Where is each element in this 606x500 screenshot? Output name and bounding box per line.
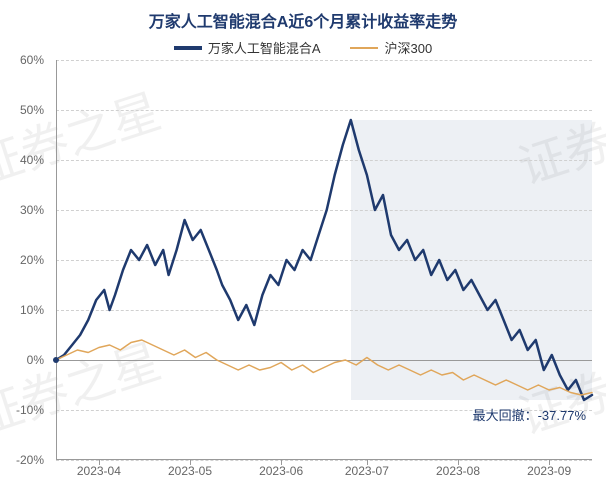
y-tick-label: -10%	[16, 403, 44, 417]
legend-item-series-a: 万家人工智能混合A	[174, 38, 321, 57]
legend-item-benchmark: 沪深300	[350, 38, 432, 57]
x-tick-label: 2023-06	[259, 464, 303, 478]
legend-swatch-icon	[350, 47, 378, 49]
x-tick-label: 2023-09	[527, 464, 571, 478]
y-tick-label: 50%	[20, 103, 44, 117]
x-tick-mark	[99, 460, 100, 465]
x-axis: 2023-04 2023-05 2023-06 2023-07 2023-08 2023-…	[56, 464, 592, 484]
series-line	[56, 120, 592, 400]
x-tick-mark	[281, 460, 282, 465]
chart-lines	[56, 60, 592, 460]
legend-swatch-icon	[174, 46, 202, 50]
y-tick-label: 40%	[20, 153, 44, 167]
x-tick-label: 2023-05	[168, 464, 212, 478]
y-tick-label: 20%	[20, 253, 44, 267]
y-tick-label: 60%	[20, 53, 44, 67]
legend-label: 沪深300	[384, 38, 432, 57]
series-line	[56, 340, 592, 395]
plot-area: 最大回撤：-37.77%	[56, 60, 592, 460]
x-tick-label: 2023-08	[436, 464, 480, 478]
legend-label: 万家人工智能混合A	[208, 38, 321, 57]
y-tick-label: 10%	[20, 303, 44, 317]
start-marker-icon	[53, 357, 59, 363]
x-tick-mark	[367, 460, 368, 465]
y-axis: -20%-10%0%10%20%30%40%50%60%	[0, 60, 50, 460]
drawdown-label: 最大回撤：-37.77%	[473, 405, 586, 424]
y-tick-label: 0%	[27, 353, 44, 367]
chart-container: 万家人工智能混合A近6个月累计收益率走势 万家人工智能混合A 沪深300 证券之…	[0, 0, 606, 500]
y-tick-label: -20%	[16, 453, 44, 467]
legend: 万家人工智能混合A 沪深300	[0, 38, 606, 57]
gridline	[56, 460, 592, 461]
x-tick-mark	[458, 460, 459, 465]
x-tick-mark	[190, 460, 191, 465]
x-tick-label: 2023-07	[345, 464, 389, 478]
y-tick-label: 30%	[20, 203, 44, 217]
x-tick-mark	[549, 460, 550, 465]
drawdown-prefix: 最大回撤：	[473, 408, 538, 423]
drawdown-value: -37.77%	[538, 408, 586, 423]
chart-title: 万家人工智能混合A近6个月累计收益率走势	[0, 0, 606, 32]
x-tick-label: 2023-04	[77, 464, 121, 478]
